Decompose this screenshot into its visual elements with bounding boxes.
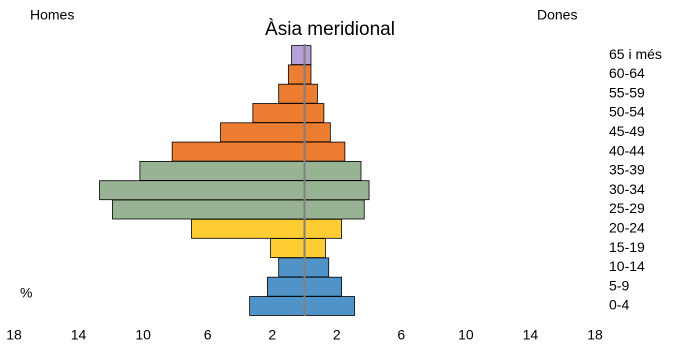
x-tick-label: 18 — [6, 327, 22, 343]
bar — [304, 141, 346, 162]
bar — [278, 83, 305, 104]
unit-label: % — [20, 285, 32, 301]
x-tick-label: 18 — [587, 327, 603, 343]
x-tick-label: 2 — [268, 327, 276, 343]
category-label: 15-19 — [609, 239, 645, 255]
category-label: 20-24 — [609, 220, 645, 236]
chart-title: Àsia meridional — [265, 19, 395, 40]
bar — [304, 257, 330, 278]
x-tick-label: 2 — [333, 327, 341, 343]
bar — [304, 199, 365, 220]
bar — [220, 122, 305, 143]
category-label: 35-39 — [609, 162, 645, 178]
bar — [304, 218, 343, 239]
category-label: 40-44 — [609, 142, 645, 158]
category-label: 5-9 — [609, 277, 629, 293]
category-label: 30-34 — [609, 181, 645, 197]
bar — [304, 83, 318, 104]
bar — [191, 218, 305, 239]
bar — [112, 199, 305, 220]
bar — [249, 296, 305, 316]
bar — [304, 180, 370, 201]
bar — [252, 103, 305, 123]
category-label: 50-54 — [609, 104, 645, 120]
category-label: 65 i més — [609, 46, 662, 62]
category-label: 0-4 — [609, 297, 629, 313]
bar — [304, 276, 343, 297]
category-label: 60-64 — [609, 65, 645, 81]
bar — [270, 238, 305, 259]
bar — [291, 45, 305, 65]
bar — [287, 64, 305, 85]
x-tick-label: 14 — [523, 327, 539, 343]
right-label: Dones — [537, 7, 577, 23]
bar — [99, 180, 305, 201]
bar — [139, 160, 305, 181]
bar — [304, 103, 325, 123]
category-label: 25-29 — [609, 200, 645, 216]
category-label: 10-14 — [609, 258, 645, 274]
bar — [304, 122, 331, 143]
bar — [304, 160, 362, 181]
x-tick-label: 6 — [397, 327, 405, 343]
category-label: 45-49 — [609, 123, 645, 139]
x-tick-label: 14 — [71, 327, 87, 343]
bar — [266, 276, 305, 297]
x-tick-label: 10 — [135, 327, 151, 343]
bar — [304, 296, 355, 316]
bar — [304, 238, 326, 259]
x-tick-label: 10 — [458, 327, 474, 343]
bar — [278, 257, 305, 278]
x-tick-label: 6 — [204, 327, 212, 343]
bar — [171, 141, 305, 162]
category-label: 55-59 — [609, 84, 645, 100]
left-label: Homes — [30, 7, 74, 23]
